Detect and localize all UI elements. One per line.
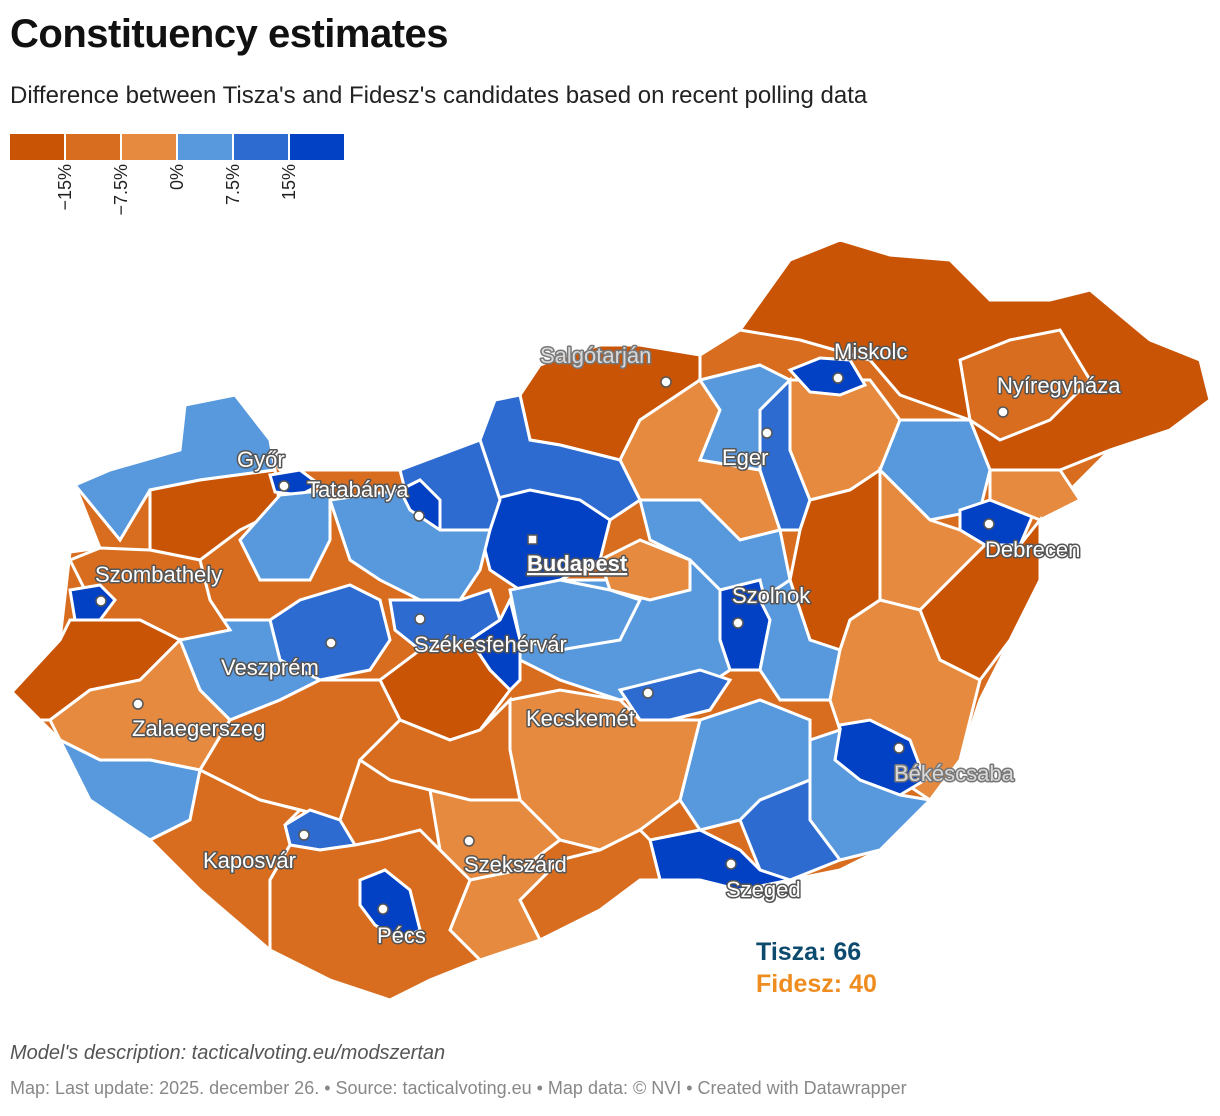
tatabanya-marker [413,510,425,522]
legend-swatch-3 [122,134,176,160]
szekesfehervar-marker [414,613,426,625]
region-bihar [918,515,1042,682]
szolnok-label: Szolnok [732,583,811,608]
legend-tick-minus15: −15% [55,164,75,211]
legend-tick-0: 0% [167,164,187,191]
gyor-marker [278,480,290,492]
szekszard-label: Szekszárd [464,852,567,877]
zalaegerszeg-label: Zalaegerszeg [132,716,265,741]
region-papa [238,488,332,582]
city-labels: Salgótarján Miskolc Nyíregyháza Eger Győ… [94,338,1123,950]
gyor-label: Győr [237,447,285,472]
region-pecs [358,868,422,942]
salgotarjan-label: Salgótarján [540,343,651,368]
legend-tick-minus7-5: −7.5% [111,164,131,216]
region-szeged [648,828,796,892]
legend-swatch-4 [178,134,232,160]
pecs-label: Pécs [377,923,426,948]
miskolc-marker [832,372,844,384]
szeged-label: Szeged [726,877,801,902]
szombathely-label: Szombathely [95,562,222,587]
kaposvar-label: Kaposvár [203,848,296,873]
nyiregyhaza-marker [997,406,1009,418]
debrecen-marker [983,518,995,530]
color-legend: −15% −7.5% 0% 7.5% 15% [10,134,346,250]
szekesfehervar-label: Székesfehérvár [414,632,567,657]
pecs-marker [377,903,389,915]
region-gyor-west [72,393,277,543]
fidesz-seat-count: Fidesz: 40 [756,970,877,998]
region-miskolc [787,356,868,397]
kecskemet-label: Kecskemét [526,706,635,731]
veszprem-label: Veszprém [221,655,319,680]
source-footer: Map: Last update: 2025. december 26. • S… [10,1078,907,1098]
region-nyiregyhaza-outer [958,328,1092,442]
constituency-map: Salgótarján Miskolc Nyíregyháza Eger Győ… [9,240,1212,1002]
zalaegerszeg-marker [132,698,144,710]
region-tolna-north [357,696,522,802]
debrecen-label: Debrecen [985,537,1080,562]
city-markers [95,372,1009,915]
legend-swatch-6 [290,134,344,160]
bekescsaba-marker [893,742,905,754]
legend-swatch-1 [10,134,64,160]
szombathely-marker [95,595,107,607]
szeged-marker [725,858,737,870]
legend-swatch-2 [66,134,120,160]
veszprem-marker [325,637,337,649]
legend-swatch-5 [234,134,288,160]
legend-tick-7-5: 7.5% [223,164,243,206]
miskolc-label: Miskolc [834,339,907,364]
szolnok-marker [732,617,744,629]
region-fejer-north [328,488,492,602]
tatabanya-label: Tatabánya [307,477,409,502]
budapest-marker [527,534,538,545]
region-hajdu-east [988,468,1083,522]
bekescsaba-label: Békéscsaba [894,761,1015,786]
chart-subtitle: Difference between Tisza's and Fidesz's … [10,82,868,109]
kecskemet-marker [642,687,654,699]
region-szombathely [68,583,117,622]
kaposvar-marker [298,829,310,841]
salgotarjan-marker [660,376,672,388]
eger-marker [761,427,773,439]
model-description-note: Model's description: tacticalvoting.eu/m… [10,1042,446,1064]
region-somogy-south [147,767,303,954]
tisza-seat-count: Tisza: 66 [756,938,862,966]
legend-tick-15: 15% [279,164,299,201]
eger-label: Eger [722,445,768,470]
nyiregyhaza-label: Nyíregyháza [997,373,1121,398]
szekszard-marker [463,835,475,847]
region-pest-south [508,578,643,652]
chart-title: Constituency estimates [10,12,449,56]
budapest-label: Budapest [527,551,628,576]
